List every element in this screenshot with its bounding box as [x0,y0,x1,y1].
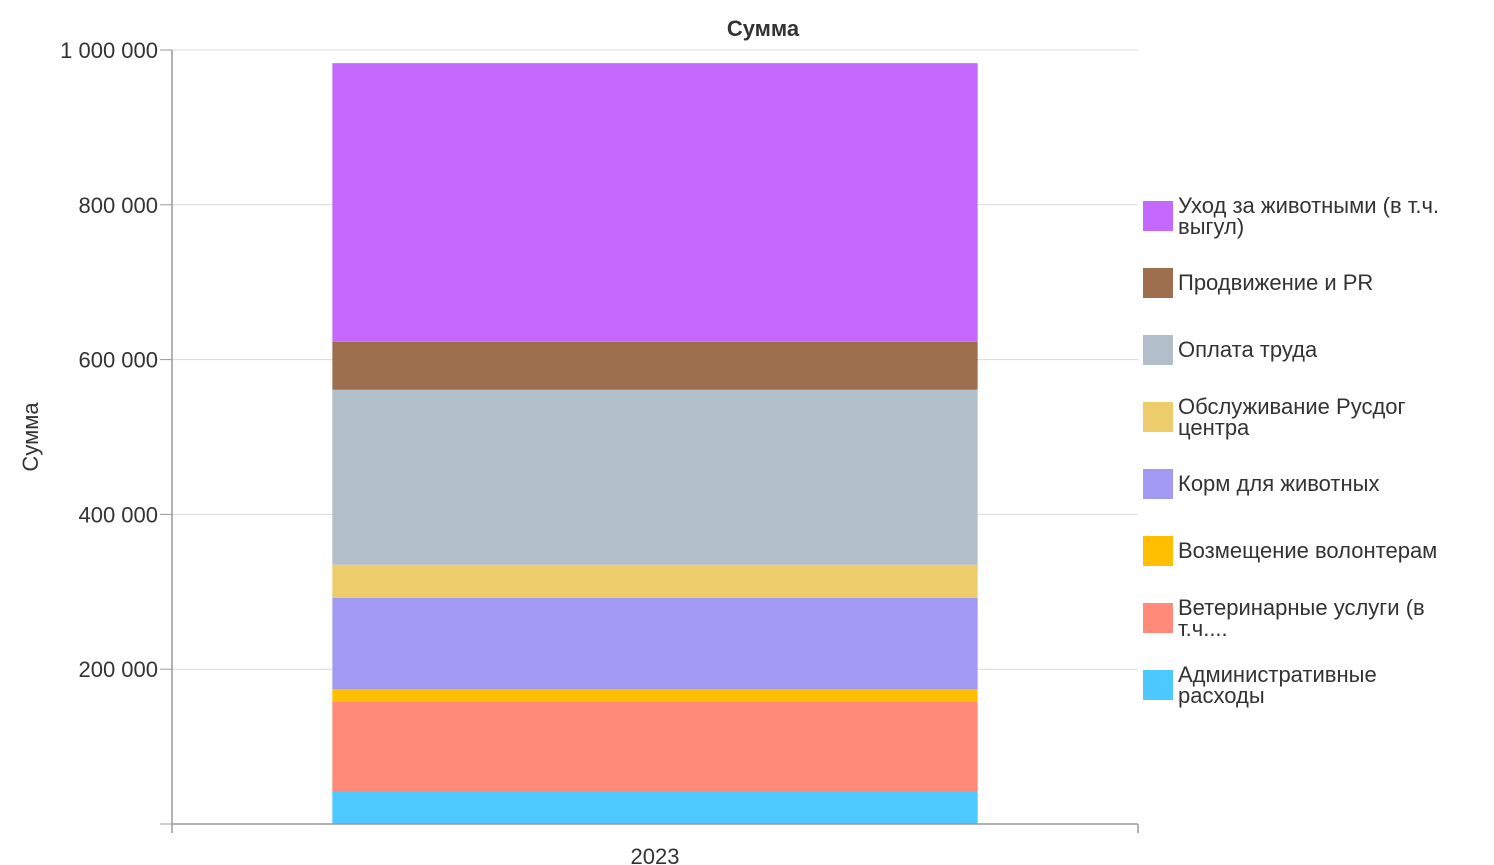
legend-item: Корм для животных [1143,469,1379,499]
bar-segment [332,689,978,702]
legend-label: Обслуживание Русдог центра [1178,394,1406,440]
bar-segment [332,63,978,342]
legend: Уход за животными (в т.ч. выгул) Продвижен… [1143,193,1439,708]
legend-item: Возмещение волонтерам [1143,536,1437,566]
bar-segment [332,791,978,824]
bars [332,63,978,824]
x-tick-label: 2023 [631,844,680,865]
legend-swatch [1143,603,1173,633]
y-tick-label: 400 000 [78,502,158,527]
legend-swatch [1143,536,1173,566]
legend-item: Оплата труда [1143,335,1318,365]
chart-title: Сумма [727,16,800,41]
y-tick-label: 200 000 [78,657,158,682]
legend-item: Ветеринарные услуги (в т.ч.... [1143,595,1425,641]
legend-label: Корм для животных [1178,471,1379,496]
bar-segment [332,564,978,598]
legend-item: Продвижение и PR [1143,268,1373,298]
legend-item: Административные расходы [1143,662,1377,708]
bar-segment [332,597,978,690]
legend-swatch [1143,268,1173,298]
legend-label: Оплата труда [1178,337,1318,362]
y-axis-label: Сумма [18,402,43,472]
legend-item: Уход за животными (в т.ч. выгул) [1143,193,1439,239]
legend-swatch [1143,335,1173,365]
axes: 200 000 400 000 600 000 800 000 1 000 000 202… [60,38,1139,865]
bar-segment [332,389,978,565]
legend-label: Продвижение и PR [1178,270,1373,295]
legend-swatch [1143,402,1173,432]
y-tick-label: 1 000 000 [60,38,158,63]
legend-label: Административные расходы [1178,662,1377,708]
legend-swatch [1143,469,1173,499]
legend-swatch [1143,201,1173,231]
legend-item: Обслуживание Русдог центра [1143,394,1406,440]
bar-segment [332,701,978,792]
legend-swatch [1143,670,1173,700]
bar-segment [332,341,978,390]
y-tick-label: 800 000 [78,193,158,218]
y-tick-label: 600 000 [78,348,158,373]
legend-label: Уход за животными (в т.ч. выгул) [1178,193,1439,239]
legend-label: Ветеринарные услуги (в т.ч.... [1178,595,1425,641]
legend-label: Возмещение волонтерам [1178,538,1437,563]
